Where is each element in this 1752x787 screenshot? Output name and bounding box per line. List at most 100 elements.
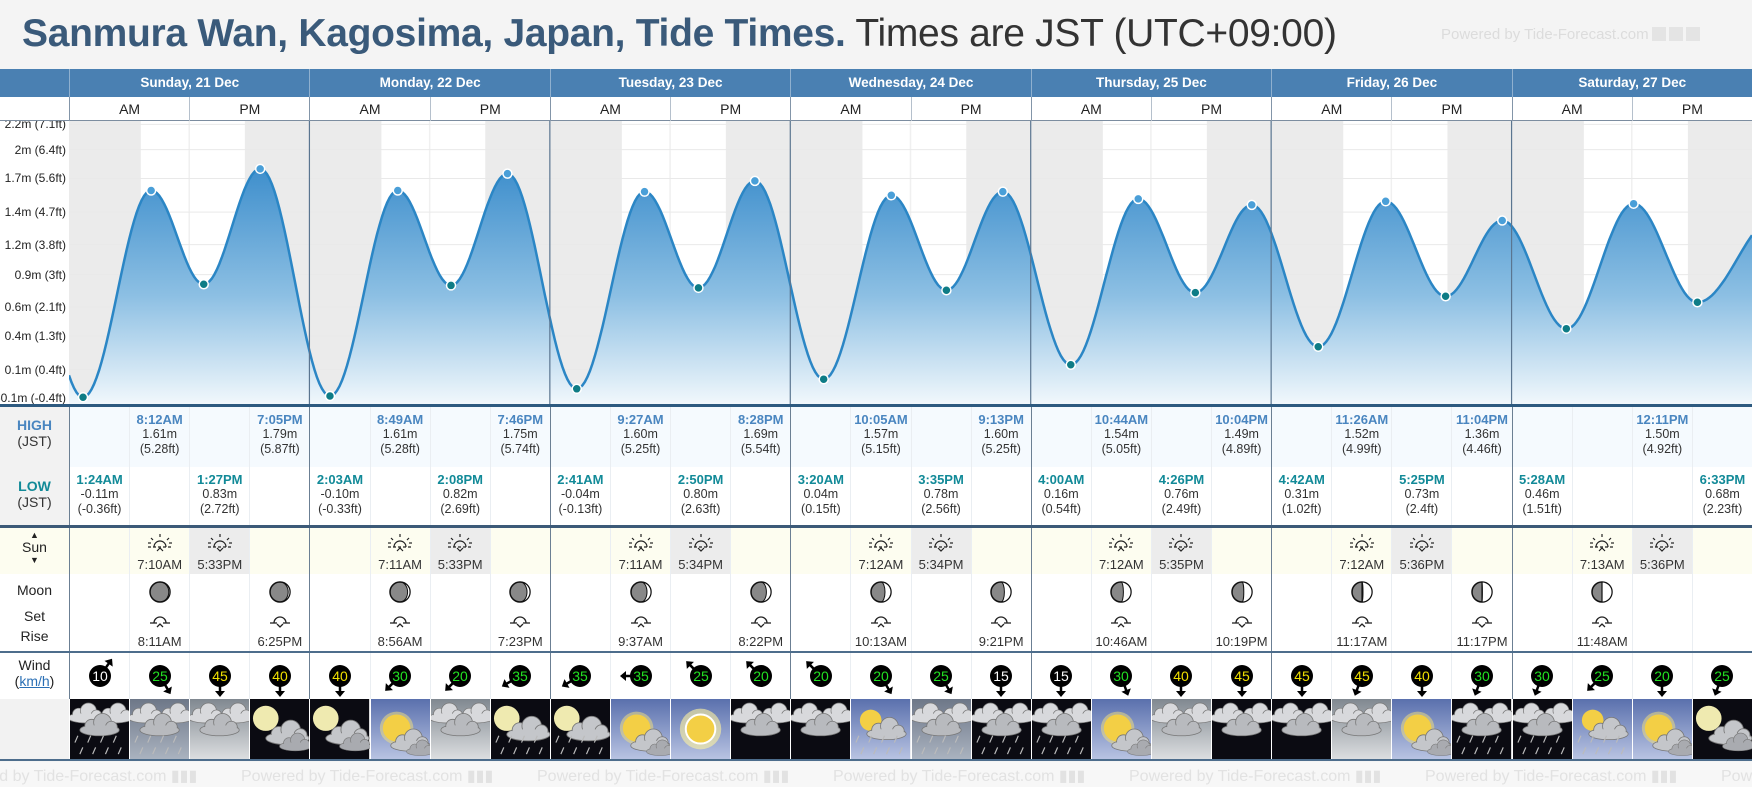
high-tide-time: 11:26AM bbox=[1335, 412, 1389, 427]
day-header-2: Tuesday, 23 Dec bbox=[549, 69, 790, 97]
high-tide-height-ft: (4.89ft) bbox=[1221, 442, 1262, 456]
low-tide-cell bbox=[129, 467, 189, 526]
high-tide-cell bbox=[1150, 407, 1211, 467]
wind-arrow-icon: 25 bbox=[685, 661, 712, 687]
sun-cell bbox=[1211, 528, 1272, 574]
sun-cloud-weather-icon bbox=[370, 699, 430, 759]
low-tide-cell bbox=[609, 467, 670, 526]
low-tide-height-m: 0.68m bbox=[1705, 487, 1740, 501]
wind-speed: 40 bbox=[1174, 668, 1190, 684]
sun-cell: 7:12AM bbox=[1331, 528, 1392, 574]
y-axis-label: 0.9m (3ft) bbox=[14, 267, 66, 282]
low-tide-cell: 4:00AM 0.16m (0.54ft) bbox=[1030, 467, 1091, 526]
y-axis-label: 2m (6.4ft) bbox=[14, 142, 66, 157]
cloudy-night-weather-icon bbox=[1272, 699, 1332, 759]
low-tide-time: 3:35PM bbox=[918, 472, 964, 487]
powered-by-link[interactable]: Powered by Tide-Forecast.com bbox=[1441, 26, 1700, 43]
high-tide-point bbox=[145, 185, 157, 196]
wind-speed: 25 bbox=[1715, 668, 1731, 684]
day-header-4: Thursday, 25 Dec bbox=[1030, 69, 1271, 97]
low-tide-height-m: -0.04m bbox=[560, 487, 600, 501]
cloudy-night-weather-icon bbox=[731, 699, 791, 759]
sun-cell bbox=[309, 528, 370, 574]
sun-cell bbox=[549, 528, 610, 574]
ampm-label: AM bbox=[1030, 97, 1151, 121]
low-tide-cell: 3:35PM 0.78m (2.56ft) bbox=[910, 467, 971, 526]
low-tide-height-ft: (2.56ft) bbox=[921, 502, 961, 516]
overcast-rain-weather-icon bbox=[130, 699, 190, 759]
high-tide-height-ft: (5.25ft) bbox=[620, 442, 661, 456]
moon-cell: 10:19PM bbox=[1211, 574, 1271, 652]
low-tide-cell bbox=[1451, 467, 1511, 526]
weather-label bbox=[0, 699, 69, 761]
moonrise-icon bbox=[130, 611, 189, 634]
wind-unit-link[interactable]: km/h bbox=[19, 673, 50, 689]
footer-powered-by: Powered by Tide-Forecast.com ▮▮▮ bbox=[1425, 768, 1678, 785]
low-tide-time: 4:42AM bbox=[1278, 472, 1325, 487]
high-tide-height-ft: (5.28ft) bbox=[380, 442, 420, 456]
wind-speed: 40 bbox=[1414, 668, 1430, 684]
moon-cell: 8:11AM bbox=[129, 574, 189, 652]
wind-speed: 45 bbox=[212, 668, 228, 684]
high-tide-cell bbox=[670, 407, 730, 467]
weather-cell bbox=[910, 699, 971, 759]
low-tide-height-m: 0.78m bbox=[923, 487, 959, 501]
wind-arrow-icon: 30 bbox=[1531, 665, 1554, 696]
y-axis-label: 0.4m (1.3ft) bbox=[4, 328, 66, 343]
high-tide-height-m: 1.36m bbox=[1464, 427, 1500, 441]
wind-arrow-icon: 30 bbox=[1110, 665, 1133, 696]
low-tide-point bbox=[1561, 323, 1572, 334]
low-tide-point bbox=[324, 390, 336, 402]
wind-arrow-icon: 20 bbox=[805, 661, 832, 687]
sunset-time: 5:33PM bbox=[437, 557, 483, 572]
wind-arrow-icon: 45 bbox=[1290, 665, 1313, 697]
wind-cell: 30 bbox=[1511, 653, 1572, 699]
wind-arrow-icon: 45 bbox=[1350, 665, 1373, 696]
high-tide-cell bbox=[1271, 407, 1331, 467]
weather-cell bbox=[670, 699, 731, 759]
low-tide-height-m: 0.46m bbox=[1524, 487, 1560, 501]
tide-logo-icon bbox=[1668, 27, 1683, 41]
low-tide-cell: 3:20AM 0.04m (0.15ft) bbox=[790, 467, 850, 526]
high-label: HIGH (JST) bbox=[0, 407, 69, 467]
moon-label-text: Moon bbox=[16, 582, 53, 598]
moonset-icon bbox=[250, 611, 309, 634]
moonrise-icon bbox=[1332, 611, 1391, 634]
moon-cell bbox=[1150, 574, 1211, 652]
wind-arrow-icon: 35 bbox=[502, 665, 532, 688]
low-tide-height-ft: (2.69ft) bbox=[440, 502, 480, 516]
moonset-time: 10:19PM bbox=[1215, 634, 1268, 649]
low-tide-height-m: 0.76m bbox=[1164, 487, 1199, 501]
moonset-icon bbox=[491, 611, 550, 634]
wind-arrow-icon: 30 bbox=[385, 665, 412, 691]
moon-cloud-weather-icon bbox=[310, 699, 370, 759]
sun-down-arrow-icon: ▼ bbox=[30, 555, 39, 565]
high-tide-height-m: 1.57m bbox=[863, 427, 899, 441]
sunrise-icon bbox=[371, 532, 430, 557]
low-tide-cell bbox=[1090, 467, 1151, 526]
sunset-icon bbox=[671, 532, 730, 557]
wind-speed: 10 bbox=[92, 668, 108, 684]
ampm-label: PM bbox=[1391, 97, 1511, 121]
wind-cell: 30 bbox=[1451, 653, 1511, 699]
moon-phase-icon bbox=[972, 580, 1031, 609]
moon-divider bbox=[0, 651, 1752, 653]
wind-speed: 40 bbox=[332, 668, 348, 684]
low-tide-height-m: -0.10m bbox=[320, 487, 360, 501]
low-tide-height-m: 0.04m bbox=[803, 487, 839, 501]
wind-arrow-icon: 40 bbox=[1410, 665, 1433, 697]
wind-arrow-icon: 35 bbox=[619, 665, 652, 687]
moon-phase-icon bbox=[371, 580, 430, 609]
low-tide-time: 5:25PM bbox=[1399, 472, 1445, 487]
wind-speed: 20 bbox=[873, 668, 889, 684]
sun-cell: 7:12AM bbox=[1090, 528, 1151, 574]
rain-night-weather-icon bbox=[1512, 699, 1572, 759]
low-tide-height-ft: (-0.36ft) bbox=[77, 502, 122, 516]
moon-cell bbox=[1631, 574, 1692, 652]
sun-cell: 7:11AM bbox=[369, 528, 430, 574]
high-tide-cell bbox=[69, 407, 129, 467]
high-tide-time: 9:27AM bbox=[617, 412, 664, 427]
weather-cell bbox=[1030, 699, 1091, 759]
high-tide-height-ft: (5.05ft) bbox=[1101, 442, 1142, 456]
sun-label-text: Sun bbox=[22, 539, 47, 555]
